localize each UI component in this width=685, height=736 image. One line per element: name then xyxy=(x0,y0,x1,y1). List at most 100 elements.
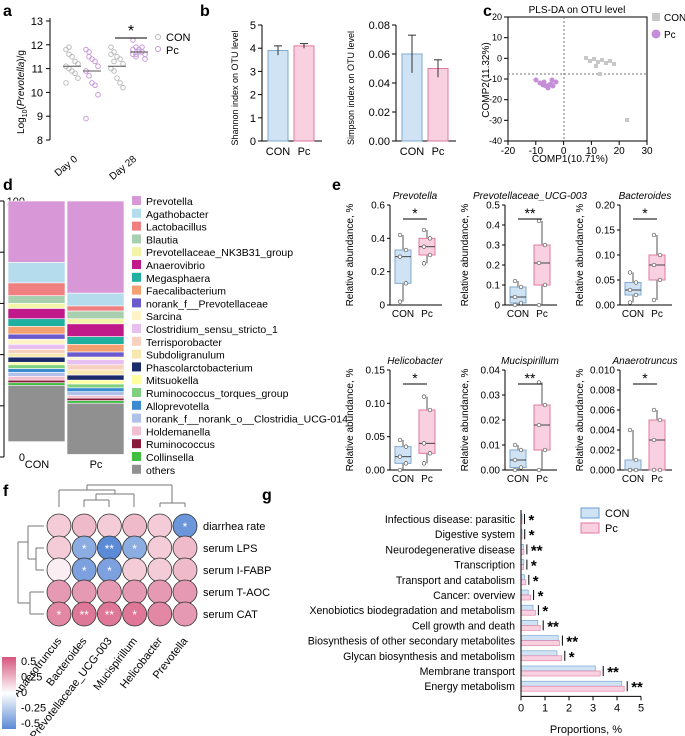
panel-e-ytick-label: 0.00 xyxy=(596,301,616,312)
panel-g-legend-pc-swatch xyxy=(580,522,600,534)
panel-e-point xyxy=(536,422,542,428)
panel-g-row-label: Biosynthesis of other secondary metaboli… xyxy=(308,636,515,648)
panel-e-point xyxy=(397,232,403,238)
panel-e-point xyxy=(421,244,427,249)
panel-d-legend-label: Faecalibacterium xyxy=(146,286,226,298)
panel-e-point xyxy=(542,282,548,288)
panel-d-segment xyxy=(7,338,66,345)
panel-f-cell-star: * xyxy=(183,520,188,534)
panel-c-ytick-label: -40 xyxy=(489,136,502,146)
panel-e-ytick-label: 0.3 xyxy=(486,241,500,252)
panel-d-legend-label: Blautia xyxy=(146,234,178,246)
panel-e-box xyxy=(533,244,551,286)
panel-g-xtick-label: 4 xyxy=(614,702,620,714)
panel-d-segment xyxy=(7,295,66,304)
panel-d-legend-swatch xyxy=(132,221,141,231)
panel-e-point xyxy=(651,297,657,303)
panel-f-cell xyxy=(46,579,72,605)
panel-d-segment xyxy=(7,372,66,377)
panel-d-legend-label: norank_f__norank_o__Clostridia_UCG-014 xyxy=(146,414,348,426)
panel-e-ytick-label: 0 xyxy=(494,301,500,312)
panel-a-ylabel: Log10(Prevotella)/g xyxy=(16,50,29,134)
panel-e-point xyxy=(657,277,663,283)
panel-f-dendrogram-left xyxy=(17,525,44,615)
panel-f-scale-label: -0.5 xyxy=(21,718,40,730)
panel-e-box xyxy=(648,254,666,281)
panel-e-point xyxy=(627,287,633,293)
panel-d-segment xyxy=(66,400,125,404)
panel-d-legend-label: Clostridium_sensu_stricto_1 xyxy=(146,324,278,336)
panel-e-ylabel: Relative abundance, % xyxy=(460,368,471,471)
panel-e-point xyxy=(512,302,518,308)
panel-e-box xyxy=(624,282,642,296)
panel-d-segment xyxy=(7,282,66,297)
panel-g-bar-pc xyxy=(520,655,563,662)
panel-a-point xyxy=(63,80,69,86)
panel-b-shannon-ytick-label: 2 xyxy=(250,90,256,102)
panel-e-xcat: CON xyxy=(622,309,644,320)
panel-e-point xyxy=(512,278,518,284)
panel-f-row-label: serum I-FABP xyxy=(203,565,271,577)
panel-e-point xyxy=(427,451,433,456)
panel-c-ytick-label: -20 xyxy=(489,95,502,105)
panel-f-row-label: diarrhea rate xyxy=(203,521,265,533)
panel-a-legend-pc-marker xyxy=(155,46,161,52)
panel-f-color-scale xyxy=(2,657,16,729)
panel-d-legend-swatch xyxy=(132,375,141,385)
panel-f-cell xyxy=(147,601,173,627)
panel-f-cell-star: ** xyxy=(105,542,115,556)
panel-e-ytick-label: 0.03 xyxy=(481,391,501,402)
panel-e-point xyxy=(421,227,427,233)
panel-a-point xyxy=(108,44,114,50)
panel-f-cell xyxy=(172,601,198,627)
panel-e-point xyxy=(651,262,657,268)
panel-a-point xyxy=(120,61,126,67)
panel-f-cell xyxy=(172,579,198,605)
panel-g-sig: ** xyxy=(631,679,643,696)
panel-e-xcat: CON xyxy=(392,309,414,320)
panel-g-sig: ** xyxy=(566,634,578,651)
panel-d-segment xyxy=(7,200,66,263)
panel-e-sig: * xyxy=(642,205,648,221)
panel-e-point xyxy=(627,270,633,275)
panel-a-point xyxy=(117,80,123,86)
panel-f-cell xyxy=(122,579,148,605)
panel-e-point xyxy=(633,457,639,463)
panel-e-point xyxy=(403,461,409,466)
panel-d-segment xyxy=(7,344,66,350)
panel-e-ytick-label: 0.20 xyxy=(596,201,616,212)
panel-e-point xyxy=(633,280,639,285)
panel-e-point xyxy=(633,292,639,298)
panel-e-xcat: CON xyxy=(622,474,644,485)
panel-d-segment xyxy=(7,303,66,309)
panel-b-simpson-xcat: Pc xyxy=(432,146,445,158)
panel-d-segment xyxy=(66,374,125,381)
panel-d-segment xyxy=(66,351,125,358)
panel-d-segment xyxy=(7,326,66,335)
panel-e-plot-title: Prevotella xyxy=(393,191,438,202)
panel-d-segment xyxy=(7,308,66,320)
panel-d-legend-label: norank_f__Prevotellaceae xyxy=(146,298,268,310)
panel-c-con-points xyxy=(584,56,629,122)
panel-e-ylabel: Relative abundance, % xyxy=(460,203,471,306)
panel-f-scale-label: 0.5 xyxy=(21,656,36,668)
panel-e-ytick-label: 0.00 xyxy=(481,466,501,477)
panel-e-box xyxy=(648,419,666,471)
panel-g-row-label: Energy metabolism xyxy=(424,681,515,693)
panel-a-point xyxy=(92,82,98,89)
panel-g-row-label: Cancer: overview xyxy=(433,590,515,602)
panel-a-ytick-label: 13 xyxy=(31,16,43,28)
panel-letter-d: d xyxy=(3,177,13,194)
panel-g-sig: * xyxy=(569,649,575,666)
panel-e-ytick-label: 0.006 xyxy=(590,406,615,417)
panel-e-sig: ** xyxy=(525,370,536,386)
panel-e-ytick-label: 0.2 xyxy=(371,267,385,278)
panel-d-legend-swatch xyxy=(132,234,141,244)
panel-g-sig: * xyxy=(531,558,537,575)
panel-a-point xyxy=(75,75,81,81)
panel-c-ylabel: COMP2(11.32%) xyxy=(481,42,492,117)
panel-g-sig: ** xyxy=(607,664,619,681)
panel-e-ylabel: Relative abundance, % xyxy=(345,368,356,471)
panel-a-ytick-label: 8 xyxy=(37,135,43,147)
panel-g-bar-pc xyxy=(520,609,536,616)
